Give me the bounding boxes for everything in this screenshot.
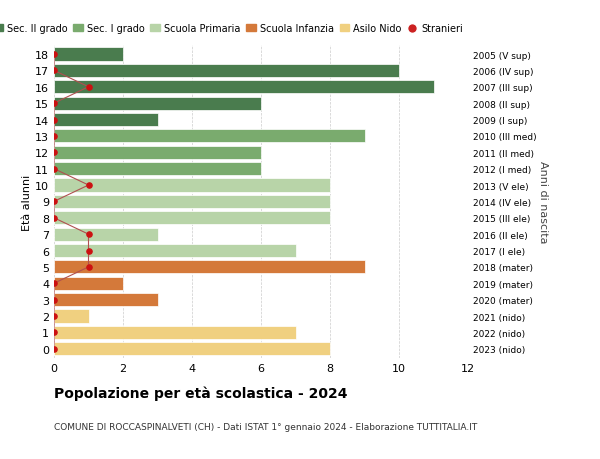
Bar [54,228,157,241]
Point [49,198,59,206]
Bar [54,310,89,323]
Point [84,263,94,271]
Bar [54,146,261,159]
Bar [54,163,261,176]
Point [49,215,59,222]
Point [49,313,59,320]
Point [49,149,59,157]
Text: COMUNE DI ROCCASPINALVETI (CH) - Dati ISTAT 1° gennaio 2024 - Elaborazione TUTTI: COMUNE DI ROCCASPINALVETI (CH) - Dati IS… [54,422,477,431]
Point [49,133,59,140]
Point [49,297,59,304]
Bar [54,114,157,127]
Bar [54,97,261,111]
Bar [54,212,330,225]
Bar [54,196,330,208]
Point [49,100,59,107]
Bar [54,179,330,192]
Bar [54,293,157,307]
Y-axis label: Anni di nascita: Anni di nascita [538,161,548,243]
Point [49,166,59,173]
Point [84,231,94,238]
Bar [54,342,330,356]
Bar [54,65,399,78]
Legend: Sec. II grado, Sec. I grado, Scuola Primaria, Scuola Infanzia, Asilo Nido, Stran: Sec. II grado, Sec. I grado, Scuola Prim… [0,20,467,38]
Bar [54,81,433,94]
Bar [54,261,365,274]
Point [49,67,59,75]
Bar [54,48,123,62]
Point [49,51,59,59]
Point [84,247,94,255]
Y-axis label: Età alunni: Età alunni [22,174,32,230]
Bar [54,245,296,257]
Point [84,182,94,189]
Bar [54,326,296,339]
Bar [54,277,123,290]
Point [49,280,59,287]
Point [49,117,59,124]
Point [49,329,59,336]
Point [49,345,59,353]
Text: Popolazione per età scolastica - 2024: Popolazione per età scolastica - 2024 [54,386,347,400]
Point [84,84,94,91]
Bar [54,130,365,143]
